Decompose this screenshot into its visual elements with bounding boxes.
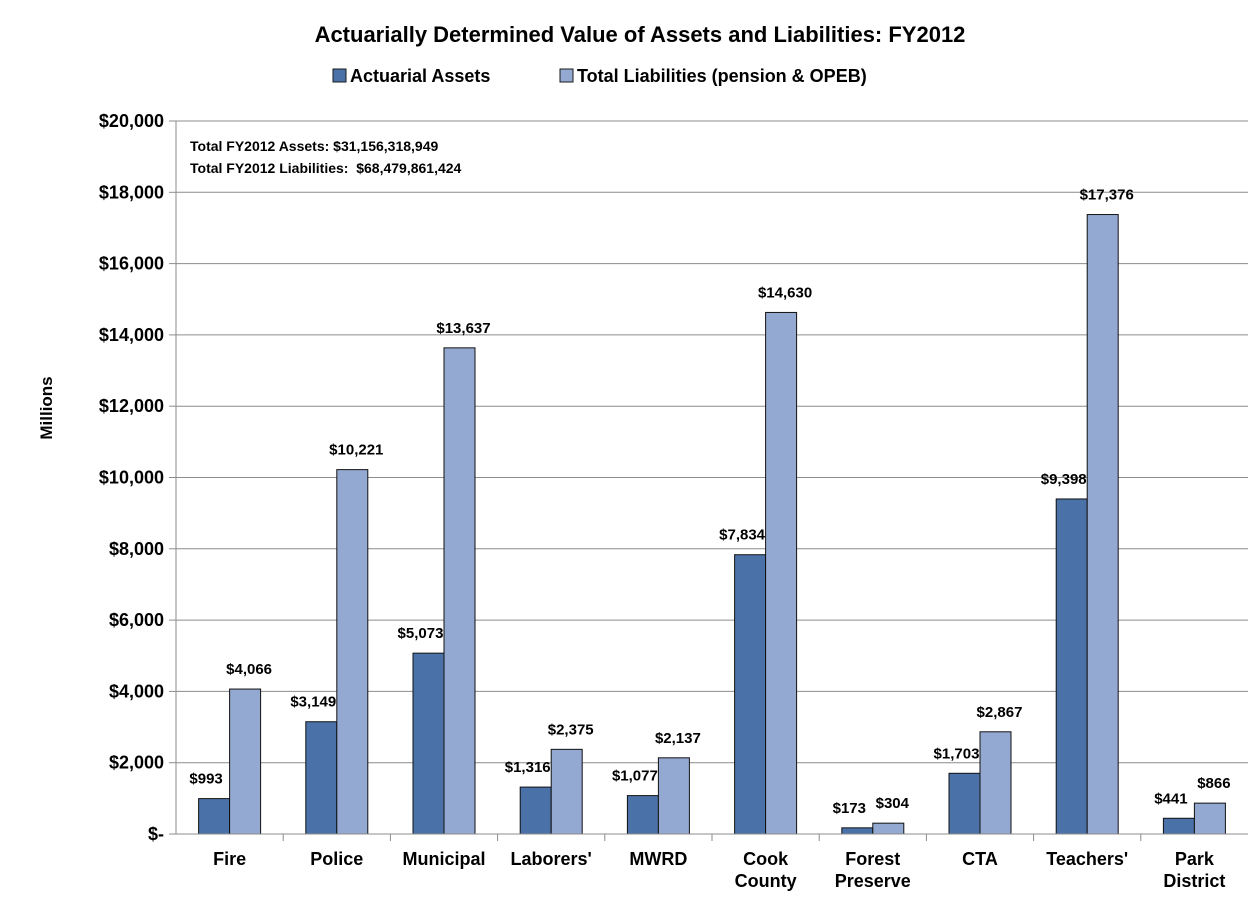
- data-label-liabilities: $2,375: [548, 721, 594, 738]
- axes: [175, 121, 1248, 841]
- bar-liabilities: [443, 347, 476, 835]
- data-label-assets: $9,398: [1041, 471, 1087, 488]
- data-label-liabilities: $2,137: [655, 730, 701, 747]
- y-tick-label: $2,000: [109, 753, 164, 773]
- data-label-assets: $3,149: [290, 694, 336, 711]
- data-label-assets: $1,316: [505, 759, 551, 776]
- bar-assets: [1055, 498, 1088, 835]
- x-category-label: CTA: [962, 849, 998, 869]
- bar-assets: [734, 554, 767, 835]
- y-tick-label: $8,000: [109, 539, 164, 559]
- data-label-liabilities: $13,637: [436, 320, 490, 337]
- x-category-label: Park: [1175, 849, 1215, 869]
- y-tick-label: $4,000: [109, 681, 164, 701]
- x-category-label: Municipal: [402, 849, 485, 869]
- x-category-label: Forest: [845, 849, 900, 869]
- bar-liabilities: [550, 748, 583, 835]
- data-label-assets: $7,834: [719, 527, 766, 544]
- data-labels: $993 $4,066 $3,149 $10,221 $5,073 $13,637 $1,3…: [189, 187, 1230, 817]
- data-label-assets: $1,703: [934, 745, 980, 762]
- bar-liabilities: [979, 731, 1012, 835]
- data-label-assets: $5,073: [398, 625, 444, 642]
- bar-assets: [841, 827, 874, 835]
- x-category-label: Police: [310, 849, 363, 869]
- legend-label-assets: Actuarial Assets: [350, 66, 490, 86]
- bar-liabilities: [1086, 214, 1119, 835]
- bar-liabilities: [657, 757, 690, 835]
- bar-liabilities: [765, 311, 798, 835]
- legend-swatch-assets: [332, 68, 347, 83]
- bar-assets: [412, 652, 445, 835]
- x-category-label: Cook: [743, 849, 789, 869]
- total-liabilities-note: Total FY2012 Liabilities: $68,479,861,42…: [190, 160, 462, 176]
- bar-assets: [198, 798, 231, 835]
- data-label-liabilities: $2,867: [977, 704, 1023, 721]
- data-label-assets: $1,077: [612, 768, 658, 785]
- data-label-assets: $993: [189, 771, 222, 788]
- x-category-label: District: [1163, 871, 1225, 891]
- bar-assets: [305, 721, 338, 835]
- bar-liabilities: [229, 688, 262, 835]
- bar-liabilities: [872, 822, 905, 835]
- legend-swatch-liabilities: [559, 68, 574, 83]
- y-tick-label: $10,000: [99, 468, 164, 488]
- data-label-assets: $441: [1154, 790, 1187, 807]
- y-tick-label: $18,000: [99, 182, 164, 202]
- bar-assets: [626, 795, 659, 835]
- x-category-label: Fire: [213, 849, 246, 869]
- y-tick-label: $14,000: [99, 325, 164, 345]
- data-label-liabilities: $304: [876, 795, 910, 812]
- y-axis-label: Millions: [37, 376, 56, 439]
- data-label-liabilities: $17,376: [1080, 187, 1134, 204]
- chart-title: Actuarially Determined Value of Assets a…: [315, 22, 966, 47]
- bar-liabilities: [336, 469, 369, 835]
- legend: Actuarial Assets Total Liabilities (pens…: [332, 66, 867, 86]
- y-axis-ticks: $- $2,000 $4,000 $6,000 $8,000 $10,000 $12,000…: [99, 111, 176, 844]
- data-label-liabilities: $866: [1197, 775, 1230, 792]
- x-category-label: Preserve: [835, 871, 911, 891]
- total-assets-note: Total FY2012 Assets: $31,156,318,949: [190, 138, 438, 154]
- y-tick-label: $16,000: [99, 254, 164, 274]
- data-label-assets: $173: [833, 800, 866, 817]
- x-category-label: MWRD: [629, 849, 687, 869]
- y-tick-label: $20,000: [99, 111, 164, 131]
- y-tick-label: $12,000: [99, 396, 164, 416]
- legend-label-liabilities: Total Liabilities (pension & OPEB): [577, 66, 867, 86]
- y-tick-label: $-: [148, 824, 164, 844]
- x-axis-categories: Fire Police Municipal Laborers' MWRD CookCoun…: [213, 849, 1225, 891]
- bar-liabilities: [1193, 802, 1226, 835]
- x-category-label: Laborers': [511, 849, 592, 869]
- data-label-liabilities: $4,066: [226, 661, 272, 678]
- x-category-label: Teachers': [1046, 849, 1128, 869]
- data-label-liabilities: $10,221: [329, 442, 383, 459]
- y-tick-label: $6,000: [109, 610, 164, 630]
- bar-assets: [948, 772, 981, 835]
- bar-assets: [1162, 817, 1195, 835]
- bars: [198, 214, 1226, 835]
- data-label-liabilities: $14,630: [758, 284, 812, 301]
- totals-annotation: Total FY2012 Assets: $31,156,318,949 Tot…: [190, 138, 462, 176]
- bar-assets: [519, 786, 552, 835]
- x-category-label: County: [735, 871, 797, 891]
